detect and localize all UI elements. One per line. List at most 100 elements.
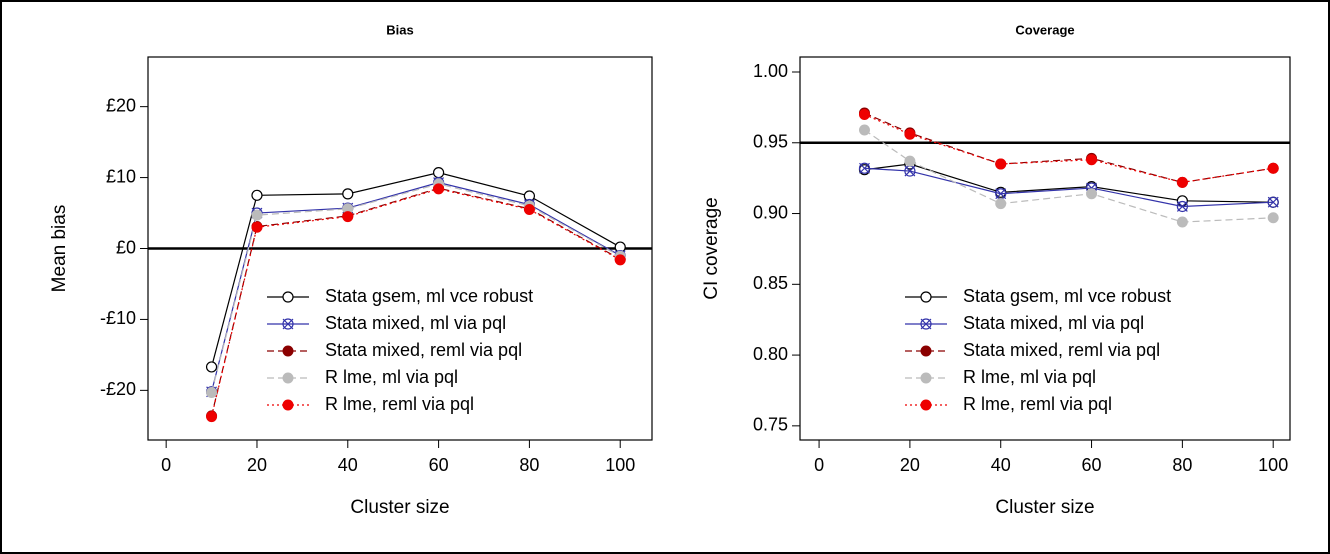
x-tick-label: 60 [429,455,449,475]
marker [282,345,294,357]
marker-dot [904,155,916,167]
marker-circle [1176,195,1188,207]
x-tick-label: 0 [161,455,171,475]
y-axis-label: CI coverage [701,197,722,299]
y-tick-label: -£20 [100,379,136,399]
y-tick-label: 0.90 [753,202,788,222]
marker-circle [920,318,932,330]
marker-dot [920,372,932,384]
marker-dot [206,386,218,398]
legend-label: Stata mixed, reml via pql [325,340,522,360]
legend: Stata gsem, ml vce robust Stata mixed, ml… [905,286,1171,414]
marker [920,372,932,384]
marker-dot [282,372,294,384]
legend-label: R lme, reml via pql [963,394,1112,414]
y-tick-label: 1.00 [753,61,788,81]
x-tick-label: 20 [900,455,920,475]
marker [995,198,1007,210]
marker [858,108,870,120]
marker [206,411,218,423]
y-tick-label: 0.95 [753,132,788,152]
marker-dot [206,411,218,423]
marker-dot [1176,176,1188,188]
marker-dot [995,198,1007,210]
y-tick-label: £10 [106,166,136,186]
marker [342,211,354,223]
marker [614,254,626,266]
plot-box [799,56,1291,441]
marker [1086,154,1098,166]
marker [205,361,218,373]
marker [251,209,263,221]
marker [904,155,916,167]
marker-dot [920,345,932,357]
marker [1176,200,1188,213]
chart-title: Coverage [1015,22,1074,37]
marker [282,318,294,330]
legend-label: R lme, ml via pql [325,367,458,387]
x-axis-label: Cluster size [995,497,1094,518]
marker [1267,212,1279,224]
marker-dot [614,254,626,266]
marker-dot [1176,216,1188,228]
legend-label: Stata mixed, ml via pql [325,313,506,333]
marker [995,158,1007,170]
marker [1086,188,1098,200]
x-axis-label: Cluster size [350,497,449,518]
marker [920,399,932,411]
marker [858,162,871,174]
series-line [210,183,621,393]
series-line [210,187,621,417]
x-tick-label: 60 [1082,455,1102,475]
marker-circle [1267,196,1279,208]
x-tick-label: 40 [991,455,1011,475]
legend-label: Stata gsem, ml vce robust [325,286,533,306]
marker-dot [1267,162,1279,174]
marker-cross [282,318,294,330]
legend-label: Stata mixed, ml via pql [963,313,1144,333]
marker-dot [251,221,263,233]
marker-dot [282,345,294,357]
marker-dot [251,209,263,221]
series-line [210,171,621,368]
x-tick-label: 20 [247,455,267,475]
marker [1267,196,1279,208]
marker-circle [858,162,871,174]
marker [1176,195,1188,207]
series-line [864,112,1274,184]
x-tick-label: 100 [605,455,635,475]
marker [1176,216,1188,228]
marker-circle [432,167,445,179]
marker [920,318,932,330]
marker-dot [433,183,445,195]
marker [251,221,263,233]
legend: Stata gsem, ml vce robust Stata mixed, ml… [267,286,533,414]
marker-dot [858,124,870,136]
marker-dot [342,211,354,223]
marker-dot [904,128,916,140]
series-line [864,113,1274,184]
marker-circle [920,291,932,303]
marker-circle [251,189,263,201]
x-tick-label: 40 [338,455,358,475]
marker [251,189,263,201]
series-line [864,163,1274,203]
x-tick-label: 80 [519,455,539,475]
marker-circle [282,318,294,330]
marker-cross [859,162,870,174]
marker-cross [920,318,932,330]
marker-circle [342,188,354,200]
x-tick-label: 0 [814,455,824,475]
y-tick-label: 0.75 [753,415,788,435]
x-tick-label: 80 [1172,455,1192,475]
marker [342,188,354,200]
chart-title: Bias [386,22,413,37]
marker-dot [858,108,870,120]
marker [282,372,294,384]
marker-circle [282,291,294,303]
marker-dot [1086,188,1098,200]
series-line [864,167,1274,208]
marker [1176,176,1188,188]
